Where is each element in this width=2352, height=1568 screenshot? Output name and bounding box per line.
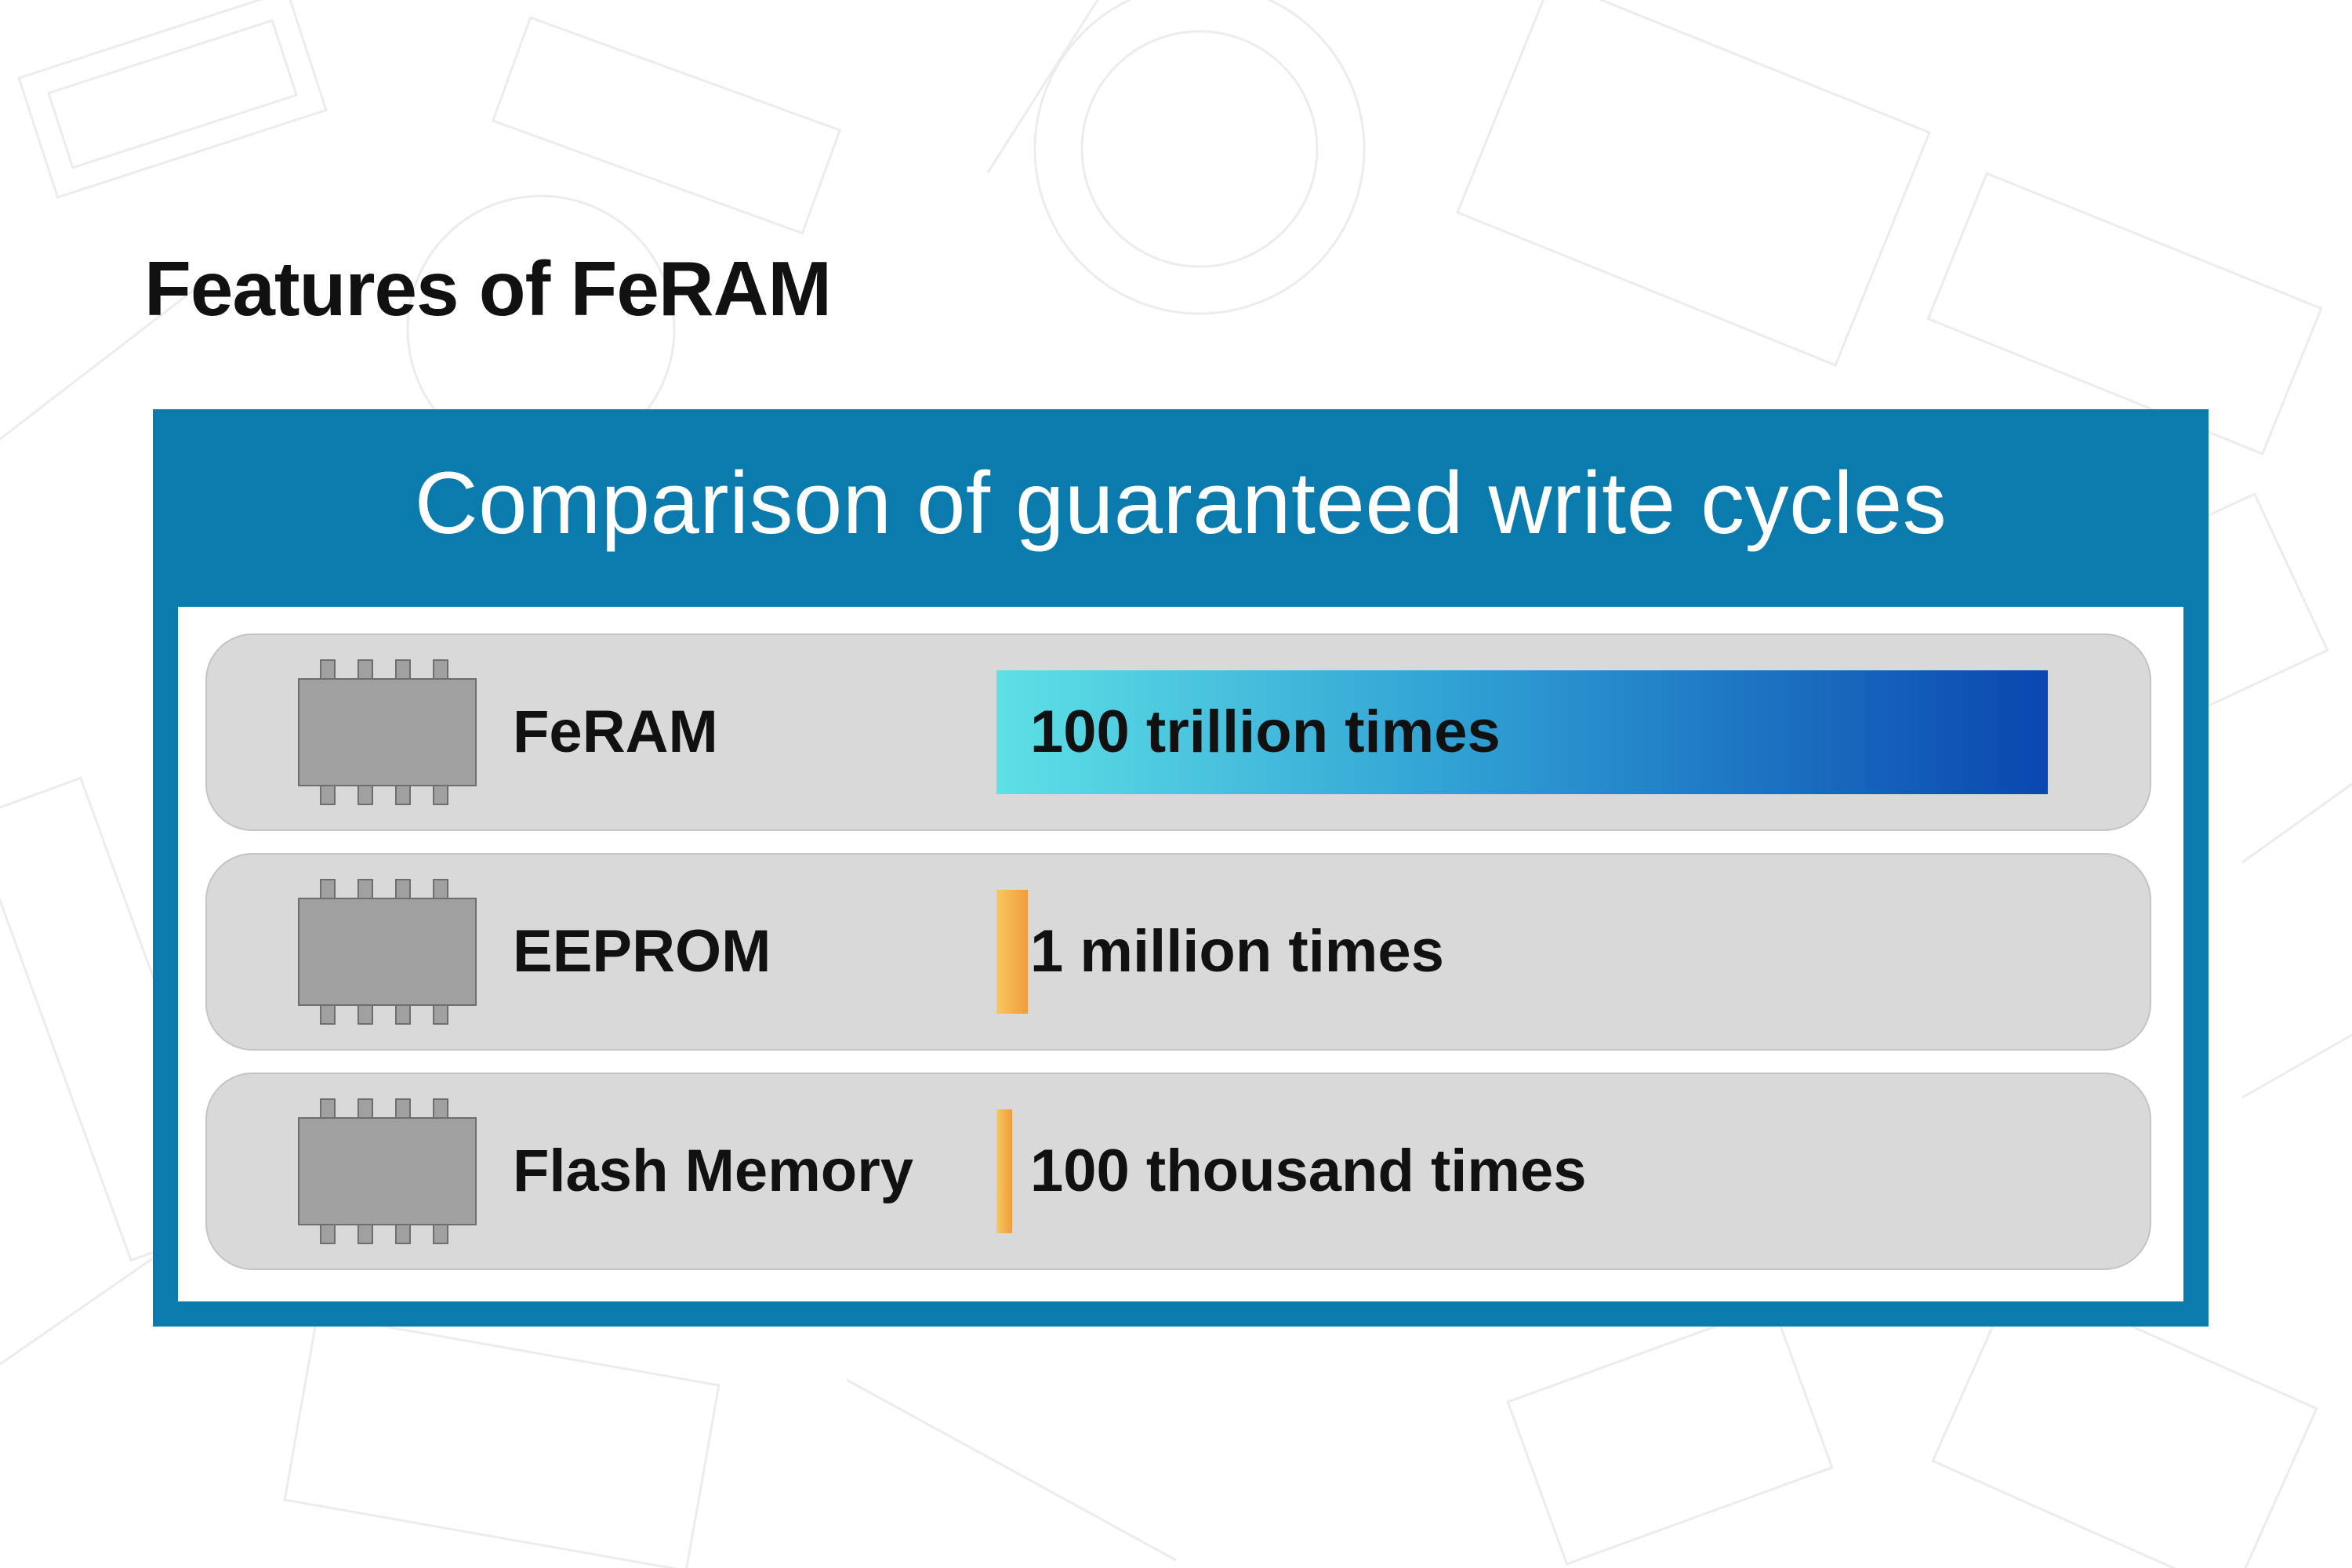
category-label: EEPROM [513, 918, 771, 985]
bar-row-feram: FeRAM 100 trillion times [205, 633, 2151, 831]
bar-row-eeprom: EEPROM 1 million times [205, 853, 2151, 1051]
bar-row-flash-memory: Flash Memory 100 thousand times [205, 1073, 2151, 1270]
value-label: 100 thousand times [1030, 1138, 1587, 1204]
chip-icon [298, 879, 477, 1025]
chip-icon [298, 659, 477, 805]
page-heading: Features of FeRAM [144, 245, 832, 332]
value-label: 100 trillion times [1030, 699, 1501, 765]
bar-feram [996, 670, 2048, 794]
category-label: Flash Memory [513, 1138, 914, 1204]
chart-title: Comparison of guaranteed write cycles [414, 454, 1947, 552]
category-label: FeRAM [513, 699, 718, 765]
value-label: 1 million times [1030, 918, 1444, 985]
bar-eeprom [996, 890, 1028, 1014]
bar-flash-memory [996, 1109, 1012, 1233]
chip-icon [298, 1098, 477, 1244]
